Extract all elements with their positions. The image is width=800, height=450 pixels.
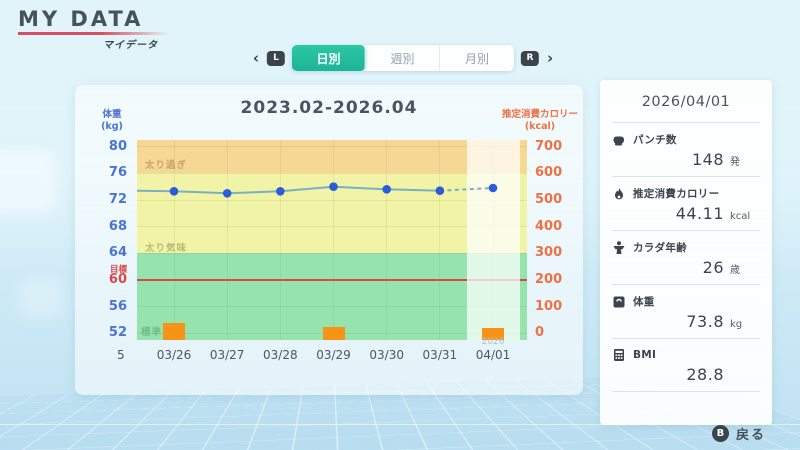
right-axis-title: 推定消費カロリー (kcal): [497, 109, 583, 134]
stat-unit: kcal: [730, 211, 754, 222]
left-axis-tick: 76: [75, 165, 127, 181]
b-button-icon[interactable]: B: [712, 425, 729, 442]
left-axis-tick: 56: [75, 299, 127, 315]
period-tabbar: ‹ L 日別 週別 月別 R ›: [252, 45, 554, 71]
tab-weekly[interactable]: 週別: [366, 45, 440, 71]
stat-value: 73.8: [686, 312, 724, 331]
right-axis-tick: 100: [535, 299, 583, 315]
background-shape: [18, 278, 64, 318]
stat-row-punch: パンチ数 148 発: [612, 123, 760, 177]
stat-row-calorie: 推定消費カロリー 44.11 kcal: [612, 177, 760, 231]
body-age-icon: [612, 241, 626, 255]
x-axis-label: 03/31: [410, 348, 470, 362]
weight-icon: [612, 295, 626, 309]
right-axis-tick: 200: [535, 272, 583, 288]
right-axis-tick: 0: [535, 325, 583, 341]
stat-value: 148: [692, 150, 724, 169]
weight-chart-card: 2023.02-2026.04 体重 (kg) 推定消費カロリー (kcal) …: [75, 85, 583, 395]
stat-unit: kg: [730, 319, 754, 330]
app-logo: MY DATA マイデータ: [18, 7, 170, 51]
right-axis-unit: (kcal): [497, 121, 583, 133]
footer-divider: [0, 424, 800, 425]
right-axis-tick: 600: [535, 165, 583, 181]
chart-plot-area: 太り過ぎ 太り気味 標準: [137, 140, 527, 340]
goal-label: 目標: [75, 263, 127, 275]
back-label: 戻る: [736, 424, 766, 443]
next-arrow-icon[interactable]: ›: [546, 51, 554, 66]
left-axis-tick: 64: [75, 245, 127, 261]
prev-arrow-icon[interactable]: ‹: [252, 51, 260, 66]
right-axis-tick: 500: [535, 192, 583, 208]
stat-label: BMI: [633, 349, 656, 361]
left-axis-tick: 72: [75, 192, 127, 208]
x-axis-label: 04/01: [463, 348, 523, 362]
x-axis-year-label: 2026: [463, 337, 523, 347]
tab-monthly[interactable]: 月別: [440, 45, 514, 71]
right-axis-tick: 700: [535, 139, 583, 155]
app-title: MY DATA: [18, 7, 170, 31]
app-subtitle: マイデータ: [18, 36, 158, 51]
stat-label: 推定消費カロリー: [633, 186, 719, 201]
x-axis-label: 03/27: [197, 348, 257, 362]
selected-date: 2026/04/01: [612, 80, 760, 123]
weight-data-point: [170, 187, 179, 196]
right-axis-label: 推定消費カロリー: [497, 109, 583, 121]
tab-daily[interactable]: 日別: [292, 45, 366, 71]
stat-unit: 発: [730, 153, 754, 168]
weight-line-chart: [137, 140, 527, 340]
left-axis-label: 体重: [89, 109, 135, 121]
punch-icon: [612, 133, 626, 147]
stat-value: 44.11: [676, 204, 724, 223]
x-axis-label: 03/29: [304, 348, 364, 362]
background-shape: [0, 150, 56, 214]
back-control[interactable]: B 戻る: [712, 424, 766, 443]
weight-data-point: [382, 185, 391, 194]
tab-group: 日別 週別 月別: [292, 45, 514, 71]
stat-rows: パンチ数 148 発推定消費カロリー 44.11 kcal カラダ年齢 26 歳体重 73.8 k…: [612, 123, 760, 392]
r-shoulder-button[interactable]: R: [521, 51, 539, 66]
left-axis-tick: 52: [75, 325, 127, 341]
left-axis-title: 体重 (kg): [89, 109, 135, 134]
right-axis-tick: 400: [535, 219, 583, 235]
calorie-icon: [612, 187, 626, 201]
right-axis-tick: 300: [535, 245, 583, 261]
weight-data-point: [489, 184, 498, 193]
stat-row-bmi: BMI 28.8: [612, 339, 760, 392]
l-shoulder-button[interactable]: L: [267, 51, 285, 66]
stat-value: 26: [703, 258, 724, 277]
x-axis-label: 03/28: [250, 348, 310, 362]
weight-data-point: [329, 182, 338, 191]
weight-data-point: [436, 186, 445, 195]
stat-unit: 歳: [730, 261, 754, 276]
stat-value: 28.8: [686, 365, 724, 384]
x-axis-label-clipped: 5: [91, 348, 151, 362]
weight-data-point: [223, 189, 232, 198]
x-axis-label: 03/30: [357, 348, 417, 362]
stat-label: 体重: [633, 294, 655, 309]
bmi-icon: [612, 348, 626, 362]
stat-label: カラダ年齢: [633, 240, 687, 255]
stat-row-body-age: カラダ年齢 26 歳: [612, 231, 760, 285]
logo-underline: [18, 32, 170, 35]
weight-data-point: [276, 187, 285, 196]
weight-line-dashed: [440, 188, 493, 191]
left-axis-unit: (kg): [89, 121, 135, 133]
stat-label: パンチ数: [633, 132, 677, 147]
left-axis-tick: 68: [75, 219, 127, 235]
daily-stats-panel: 2026/04/01 パンチ数 148 発推定消費カロリー 44.11 kcal カラダ年…: [600, 80, 772, 425]
stat-row-weight: 体重 73.8 kg: [612, 285, 760, 339]
x-axis-label: 03/26: [144, 348, 204, 362]
left-axis-tick: 80: [75, 139, 127, 155]
weight-line-solid: [137, 187, 440, 194]
